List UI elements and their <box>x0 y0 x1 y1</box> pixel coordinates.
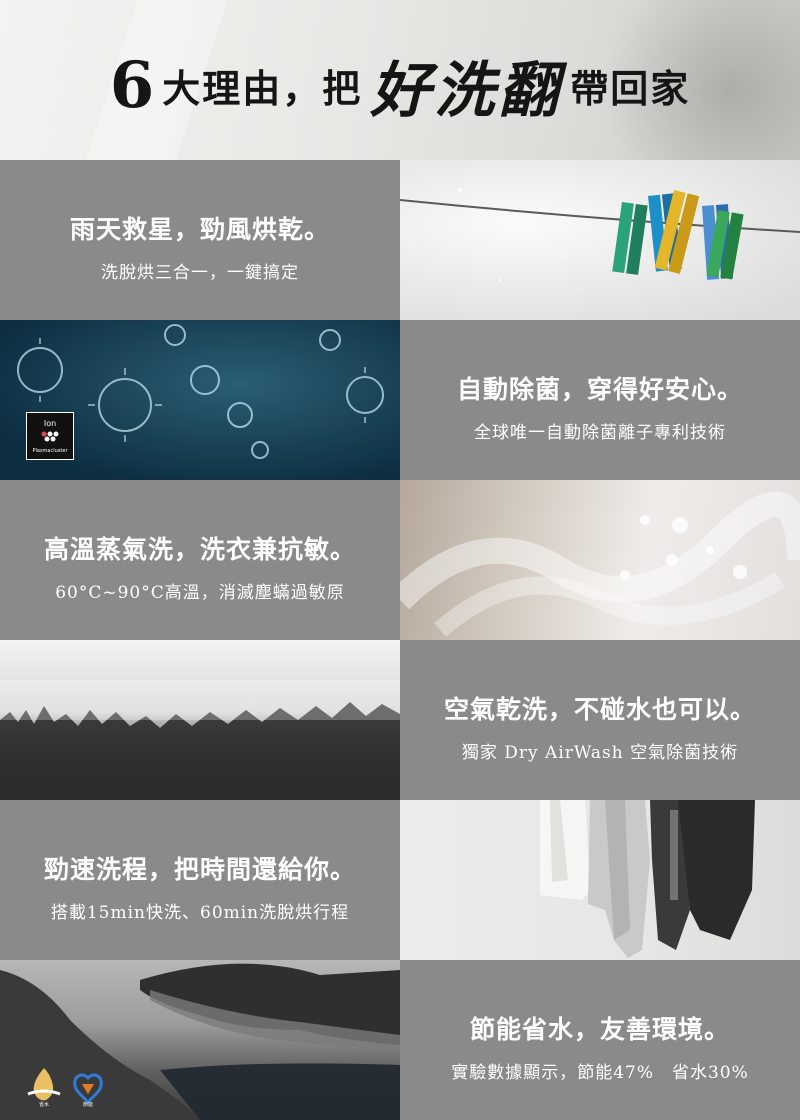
forest-photo <box>0 640 400 800</box>
energy-label-icon: 節能 <box>73 1073 103 1108</box>
reason-row-3: 高溫蒸氣洗，洗衣兼抗敏。 60°C~90°C高溫，消滅塵蟎過敏原 <box>0 480 800 640</box>
reason-subtext: 搭載15min快洗、60min洗脫烘行程 <box>50 903 350 923</box>
reason-subtext: 實驗數據顯示，節能47% 省水30% <box>451 1063 749 1083</box>
reason-subtext: 60°C~90°C高溫，消滅塵蟎過敏原 <box>55 583 345 603</box>
hanging-clothes-photo <box>400 800 800 960</box>
title-brand: 好洗翻 <box>370 56 563 126</box>
reason-row-1: 雨天救星，勁風烘乾。 洗脫烘三合一，一鍵搞定 <box>0 160 800 320</box>
plasmacluster-label: Plasmacluster <box>32 448 68 454</box>
reason-row-6: 省水 節能 節能省水，友善環境。 實驗數據顯示，節能47% 省水30% <box>0 960 800 1120</box>
reason-panel-5: 勁速洗程，把時間還給你。 搭載15min快洗、60min洗脫烘行程 <box>0 800 400 960</box>
reason-panel-6: 節能省水，友善環境。 實驗數據顯示，節能47% 省水30% <box>400 960 800 1120</box>
title-number: 6 <box>109 48 155 123</box>
reason-subtext: 洗脫烘三合一，一鍵搞定 <box>101 263 299 283</box>
reason-panel-2: 自動除菌，穿得好安心。 全球唯一自動除菌離子專利技術 <box>400 320 800 480</box>
fjord-photo: 省水 節能 <box>0 960 400 1120</box>
svg-text:省水: 省水 <box>39 1101 49 1108</box>
steam-photo <box>400 480 800 640</box>
clothespins-photo <box>400 160 800 320</box>
reason-row-2: Ion Plasmacluster 自動除菌，穿得好安心。 全球唯一自動除菌離子… <box>0 320 800 480</box>
forest-illustration <box>0 680 400 800</box>
grape-icon <box>41 431 59 442</box>
clothespins-illustration <box>400 188 800 282</box>
reason-subtext: 全球唯一自動除菌離子專利技術 <box>474 423 726 443</box>
reason-headline: 空氣乾洗，不碰水也可以。 <box>443 695 756 724</box>
reason-headline: 節能省水，友善環境。 <box>469 1015 730 1044</box>
reason-headline: 高溫蒸氣洗，洗衣兼抗敏。 <box>43 535 356 564</box>
reason-row-4: 空氣乾洗，不碰水也可以。 獨家 Dry AirWash 空氣除菌技術 <box>0 640 800 800</box>
reason-row-5: 勁速洗程，把時間還給你。 搭載15min快洗、60min洗脫烘行程 <box>0 800 800 960</box>
reason-headline: 雨天救星，勁風烘乾。 <box>69 215 330 244</box>
title-prefix: 大理由，把 <box>162 66 363 111</box>
reason-headline: 自動除菌，穿得好安心。 <box>456 375 743 404</box>
reason-panel-1: 雨天救星，勁風烘乾。 洗脫烘三合一，一鍵搞定 <box>0 160 400 320</box>
reason-panel-3: 高溫蒸氣洗，洗衣兼抗敏。 60°C~90°C高溫，消滅塵蟎過敏原 <box>0 480 400 640</box>
shadow-decoration <box>600 0 800 160</box>
plasmacluster-brand-text: Ion <box>43 419 57 428</box>
virus-illustration <box>17 324 384 459</box>
title-suffix: 帶回家 <box>570 66 691 111</box>
reason-headline: 勁速洗程，把時間還給你。 <box>43 855 356 884</box>
svg-text:節能: 節能 <box>83 1101 93 1108</box>
virus-photo: Ion Plasmacluster <box>0 320 400 480</box>
steam-illustration <box>400 491 800 637</box>
header-banner: 6 大理由，把 好洗翻 帶回家 <box>0 0 800 160</box>
reason-panel-4: 空氣乾洗，不碰水也可以。 獨家 Dry AirWash 空氣除菌技術 <box>400 640 800 800</box>
plasmacluster-logo: Ion Plasmacluster <box>26 412 74 460</box>
reason-subtext: 獨家 Dry AirWash 空氣除菌技術 <box>461 743 739 763</box>
clothes-illustration <box>540 800 755 958</box>
page-title: 6 大理由，把 好洗翻 帶回家 <box>0 42 800 129</box>
eco-label-icons: 省水 節能 <box>27 1068 103 1108</box>
water-saving-label-icon: 省水 <box>27 1068 61 1108</box>
